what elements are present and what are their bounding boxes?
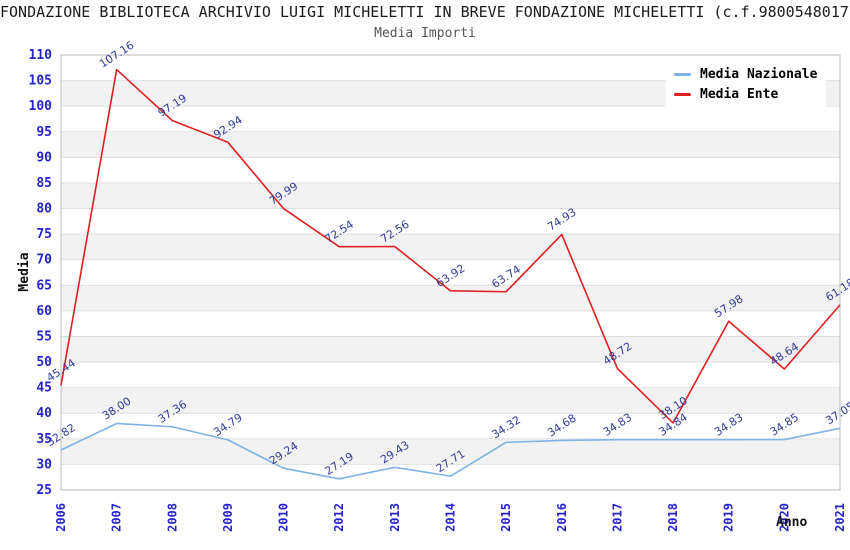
legend: Media Nazionale Media Ente	[666, 58, 826, 110]
x-tick-label: 2019	[722, 503, 736, 532]
y-tick-label: 75	[36, 227, 52, 242]
x-tick-label: 2016	[555, 503, 569, 532]
y-tick-label: 70	[36, 253, 52, 268]
x-tick-label: 2008	[165, 503, 179, 532]
y-tick-label: 65	[36, 278, 52, 293]
y-tick-label: 35	[36, 432, 52, 447]
y-tick-label: 50	[36, 355, 52, 370]
plot-band	[61, 182, 840, 209]
y-tick-label: 25	[36, 483, 52, 498]
media-ente-line	[60, 68, 841, 424]
plot-band	[61, 438, 840, 465]
x-tick-label: 2007	[110, 503, 124, 532]
y-tick-label: 100	[29, 99, 53, 114]
x-tick-label: 2021	[833, 503, 847, 532]
plot-band	[61, 208, 840, 235]
media-nazionale-line-icon	[674, 72, 691, 76]
plot-band	[61, 310, 840, 337]
y-tick-label: 60	[36, 304, 52, 319]
y-tick-label: 30	[36, 457, 52, 472]
y-tick-label: 105	[29, 74, 52, 89]
y-tick-label: 90	[36, 150, 52, 165]
y-tick-label: 55	[36, 329, 52, 344]
plot-band	[61, 106, 840, 132]
plot-border	[60, 54, 841, 491]
legend-label-media-nazionale: Media Nazionale	[700, 66, 818, 82]
x-tick-label: 2013	[388, 503, 402, 532]
y-tick-label: 85	[36, 176, 52, 191]
x-tick-label: 2020	[777, 503, 791, 532]
plot-band	[61, 131, 840, 158]
y-tick-label: 110	[29, 48, 53, 63]
plot-band	[61, 234, 840, 260]
chart-title: Media Importi	[374, 26, 476, 41]
x-tick-label: 2006	[54, 503, 68, 532]
x-axis-title: Anno	[776, 515, 808, 530]
y-tick-label: 80	[36, 202, 52, 217]
plot-band	[61, 336, 840, 363]
plot-band	[61, 285, 840, 311]
legend-item-media-nazionale[interactable]: Media Nazionale	[674, 64, 818, 84]
plot-band	[61, 259, 840, 286]
plot-band	[61, 464, 840, 490]
plot-band	[61, 387, 840, 414]
media-ente-line-icon	[674, 92, 691, 96]
y-tick-label: 40	[36, 406, 52, 421]
x-tick-label: 2009	[221, 503, 235, 532]
x-tick-label: 2015	[499, 503, 513, 532]
x-tick-label: 2018	[666, 503, 680, 532]
media-nazionale-line	[60, 422, 841, 480]
legend-label-media-ente: Media Ente	[700, 86, 779, 102]
y-tick-label: 95	[36, 125, 52, 140]
legend-item-media-ente[interactable]: Media Ente	[674, 84, 818, 104]
plot-band	[61, 157, 840, 183]
plot-band	[61, 362, 840, 388]
plot-band	[61, 413, 840, 439]
y-tick-label: 45	[36, 381, 52, 396]
x-tick-label: 2014	[444, 503, 458, 532]
x-tick-label: 2010	[277, 503, 291, 532]
x-tick-label: 2012	[332, 503, 346, 532]
page-title: FONDAZIONE BIBLIOTECA ARCHIVIO LUIGI MIC…	[0, 3, 850, 21]
x-tick-label: 2017	[610, 503, 624, 532]
